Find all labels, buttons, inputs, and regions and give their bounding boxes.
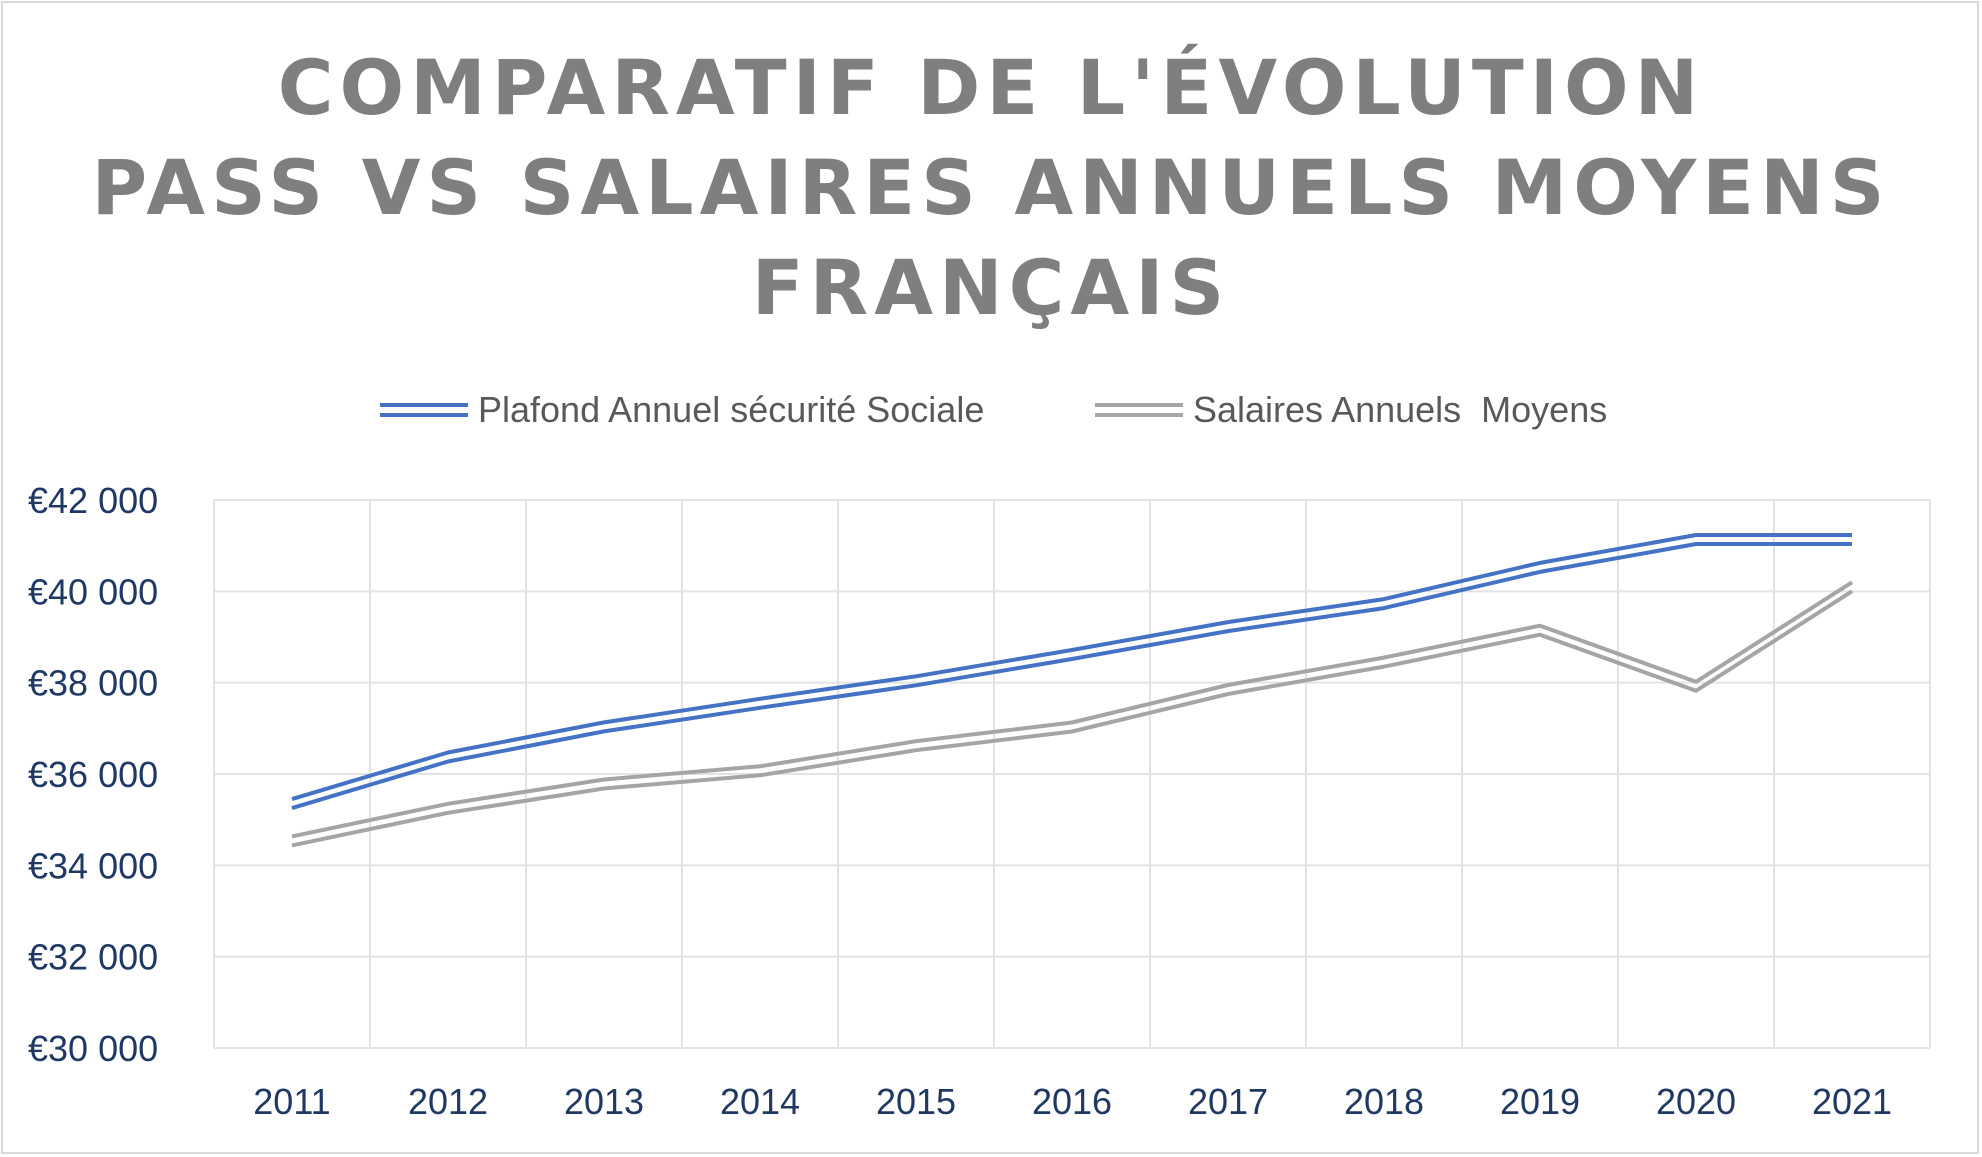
legend-item-pass: Plafond Annuel sécurité Sociale (380, 389, 984, 430)
x-tick-label: 2014 (720, 1081, 800, 1122)
x-tick-label: 2020 (1656, 1081, 1736, 1122)
chart-title-line-1: COMPARATIF DE L'ÉVOLUTION (277, 43, 1705, 132)
x-tick-label: 2017 (1188, 1081, 1268, 1122)
y-tick-label: €42 000 (28, 480, 158, 521)
y-tick-label: €34 000 (28, 845, 158, 886)
legend-item-salaires: Salaires Annuels Moyens (1095, 389, 1607, 430)
series-salaires (291, 580, 1854, 848)
series-line-salaires-1 (291, 580, 1854, 839)
x-tick-label: 2015 (876, 1081, 956, 1122)
y-tick-label: €36 000 (28, 754, 158, 795)
series-pass (291, 533, 1853, 811)
y-tick-label: €38 000 (28, 663, 158, 704)
y-axis: €42 000 €40 000 €38 000 €36 000 €34 000 €32 0… (28, 480, 158, 1069)
x-tick-label: 2019 (1500, 1081, 1580, 1122)
y-tick-label: €30 000 (28, 1028, 158, 1069)
series-line-pass-2 (291, 542, 1852, 811)
series-line-salaires-2 (291, 589, 1854, 848)
x-axis: 2011 2012 2013 2014 2015 2016 2017 2018 2019 2020… (253, 1081, 1892, 1122)
x-tick-label: 2013 (564, 1081, 644, 1122)
chart-title-line-2: PASS VS SALAIRES ANNUELS MOYENS (91, 143, 1891, 232)
legend: Plafond Annuel sécurité Sociale Salaires… (380, 389, 1607, 430)
y-tick-label: €40 000 (28, 571, 158, 612)
x-tick-label: 2012 (408, 1081, 488, 1122)
chart-title: COMPARATIF DE L'ÉVOLUTION PASS VS SALAIR… (0, 38, 1982, 338)
grid (213, 499, 1931, 1049)
y-tick-label: €32 000 (28, 937, 158, 978)
legend-label-pass: Plafond Annuel sécurité Sociale (478, 389, 984, 430)
x-tick-label: 2018 (1344, 1081, 1424, 1122)
x-tick-label: 2016 (1032, 1081, 1112, 1122)
series-line-pass-1 (291, 533, 1852, 802)
legend-label-salaires: Salaires Annuels Moyens (1193, 389, 1607, 430)
chart-title-line-3: FRANÇAIS (751, 243, 1231, 332)
x-tick-label: 2021 (1812, 1081, 1892, 1122)
series-lines (291, 533, 1854, 848)
x-tick-label: 2011 (253, 1081, 330, 1122)
